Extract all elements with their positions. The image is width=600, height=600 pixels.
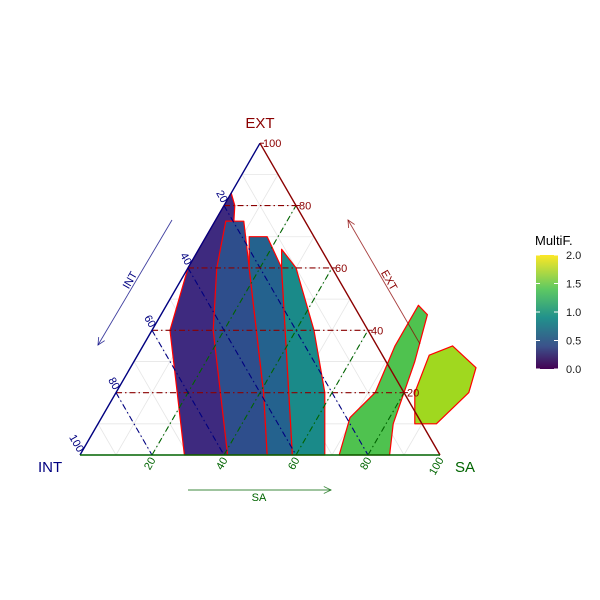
axis-title-ext: EXT (245, 115, 274, 132)
legend-tick-label: 1.0 (566, 307, 581, 319)
tick-label-ext-80: 80 (299, 201, 311, 213)
tick-label-int-20: 20 (213, 188, 230, 205)
tick-label-ext-60: 60 (335, 263, 347, 275)
tick-label-sa-60: 60 (286, 456, 303, 473)
contour-band-5 (338, 304, 428, 456)
int-direction-arrow-head (97, 336, 105, 346)
contour-band-6 (414, 345, 477, 425)
int-direction-arrow (97, 219, 173, 346)
ref-line-sa-80 (367, 392, 405, 456)
legend-tick-label: 2.0 (566, 250, 581, 262)
tick-label-sa-100: 100 (427, 456, 447, 478)
legend-tick-label: 0.5 (566, 336, 581, 348)
tick-label-sa-80: 80 (358, 456, 375, 473)
ref-line-int-80 (115, 392, 153, 456)
contour-bands (169, 192, 477, 456)
contour-band-4 (281, 248, 326, 456)
grid-line-int (133, 361, 189, 456)
grid-line-sa (403, 423, 423, 456)
axis-title-sa: SA (455, 459, 475, 476)
int-arrow-label: INT (121, 270, 140, 292)
tick-label-ext-100: 100 (263, 138, 281, 150)
grid-line-int (97, 423, 117, 456)
tick-label-int-60: 60 (141, 313, 158, 330)
axis-title-int: INT (38, 459, 62, 476)
tick-label-ext-20: 20 (407, 388, 419, 400)
tick-label-int-40: 40 (177, 251, 194, 268)
tick-label-ext-40: 40 (371, 325, 383, 337)
ref-line-sa-60 (295, 330, 369, 456)
legend-tick-label: 0.0 (566, 364, 581, 376)
legend-colorbar (536, 255, 558, 369)
ext-arrow-label: EXT (378, 268, 399, 293)
sa-arrow-label: SA (252, 492, 267, 504)
ext-direction-arrow-head (347, 219, 355, 229)
ref-line-int-60 (151, 330, 225, 456)
legend-tick-label: 1.5 (566, 279, 581, 291)
tick-label-sa-40: 40 (214, 456, 231, 473)
tick-label-int-80: 80 (105, 375, 122, 392)
ref-line-sa-40 (223, 267, 333, 456)
ext-direction-arrow (347, 219, 421, 345)
legend-title: MultiF. (535, 233, 573, 248)
axis-edge-int (79, 142, 261, 456)
tick-label-sa-20: 20 (142, 456, 159, 473)
sa-direction-arrow-head (323, 486, 333, 494)
ref-line-int-40 (187, 267, 297, 456)
axis-edge-ext (259, 142, 441, 456)
